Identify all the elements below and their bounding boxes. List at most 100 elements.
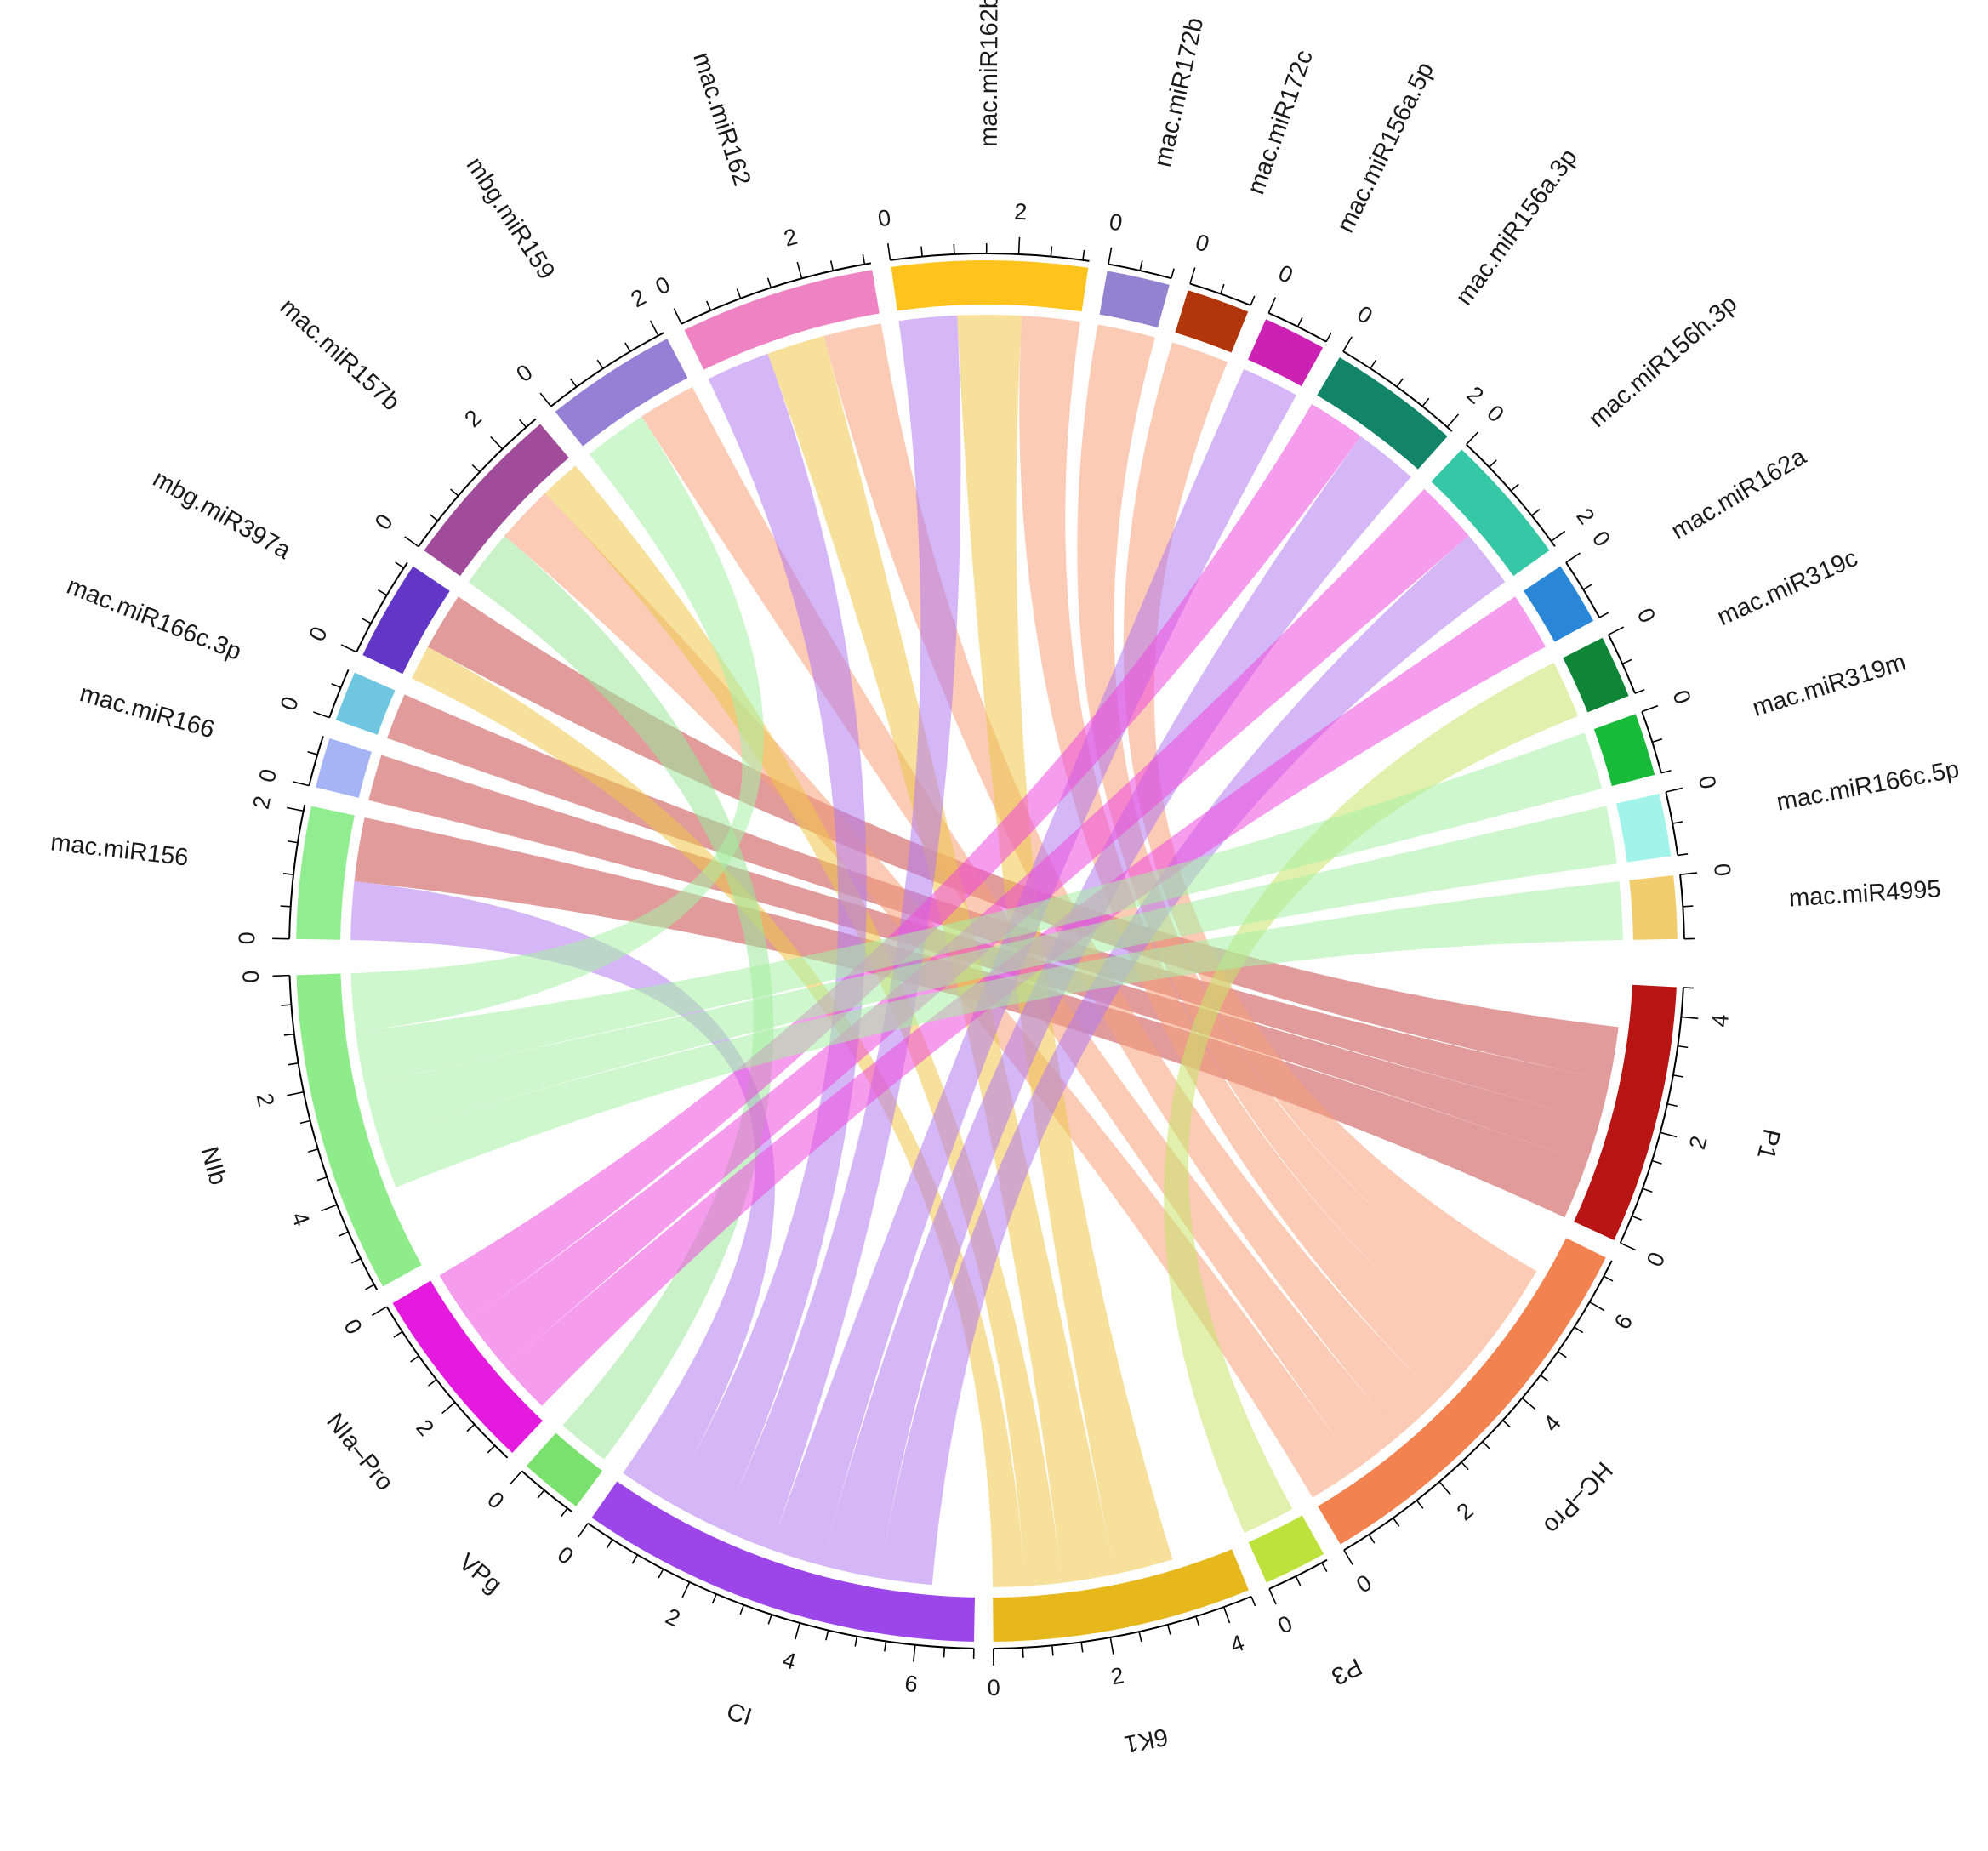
tick-ci xyxy=(884,1641,887,1652)
ribbon-mac-mir166c-3p-to-p1 xyxy=(387,694,1610,1122)
tick-hc-pro xyxy=(1416,1500,1424,1509)
sector-mac-mir157b[interactable] xyxy=(424,424,569,577)
tick-hc-pro xyxy=(1461,1461,1469,1471)
tick-mbg-mir397a xyxy=(395,561,405,569)
axis-mbg-mir397a xyxy=(356,561,408,652)
tick-nia-pro xyxy=(466,1423,476,1432)
sector-nia-pro[interactable] xyxy=(392,1280,543,1454)
axis-mac-mir156a-3p xyxy=(1342,350,1453,432)
tick-p1 xyxy=(1660,1131,1678,1138)
sector-mac-mir172b[interactable] xyxy=(1099,271,1170,328)
sector-mac-mir156a-5p[interactable] xyxy=(1248,319,1324,387)
tick-nib xyxy=(283,1033,294,1036)
tick-mac-mir156h-3p xyxy=(1510,483,1519,492)
tick-p1 xyxy=(1620,1242,1637,1251)
tick-nia-pro xyxy=(487,1444,496,1454)
tick-mbg-mir159 xyxy=(649,320,659,336)
tick-label-nia-pro: 0 xyxy=(339,1315,367,1339)
sector-mac-mir166c-5p[interactable] xyxy=(1615,793,1672,863)
tick-mac-mir156a-5p xyxy=(1267,297,1277,314)
sector-nib[interactable] xyxy=(296,973,422,1287)
tick-label-6k1: 0 xyxy=(988,1675,1000,1700)
tick-nib xyxy=(299,1119,310,1125)
tick-label-mac-mir156a-3p: 2 xyxy=(1462,381,1489,408)
sector-p1[interactable] xyxy=(1574,984,1677,1240)
tick-ci xyxy=(606,1539,613,1549)
ribbon-mac-mir156a-5p-to-ci xyxy=(770,368,1297,1566)
tick-label-p1: 2 xyxy=(1684,1133,1712,1152)
sector-mac-mir162b[interactable] xyxy=(891,260,1089,312)
sector-mac-mir172c[interactable] xyxy=(1175,290,1249,353)
axis-mac-mir156h-3p xyxy=(1466,443,1556,547)
tick-mac-mir162b xyxy=(1082,249,1085,260)
tick-ci xyxy=(794,1622,800,1640)
tick-label-mbg-mir159: 2 xyxy=(627,284,650,313)
sector-label-mac-mir162b: mac.miR162b xyxy=(976,0,1004,147)
sector-hc-pro[interactable] xyxy=(1318,1238,1606,1545)
sector-ci[interactable] xyxy=(591,1481,975,1642)
sector-label-mac-mir319c: mac.miR319c xyxy=(1713,544,1862,631)
tick-nib xyxy=(321,1204,338,1212)
tick-vpg xyxy=(537,1489,545,1499)
sector-6k1[interactable] xyxy=(993,1549,1249,1642)
axis-mac-mir162 xyxy=(681,262,872,325)
tick-mac-mir166c-5p xyxy=(1672,821,1683,824)
sector-mac-mir319m[interactable] xyxy=(1593,714,1655,787)
tick-label-p1: 0 xyxy=(1642,1248,1671,1270)
tick-mac-mir172b xyxy=(1139,260,1143,271)
sector-mbg-mir397a[interactable] xyxy=(362,566,450,675)
tick-mac-mir156h-3p xyxy=(1531,508,1541,516)
tick-mac-mir166c-5p xyxy=(1666,787,1683,793)
tick-mac-mir156a-3p xyxy=(1370,359,1377,369)
tick-mac-mir4995 xyxy=(1683,905,1694,908)
tick-mac-mir172c xyxy=(1220,283,1225,294)
sector-mbg-mir159[interactable] xyxy=(555,339,688,447)
tick-hc-pro xyxy=(1368,1534,1376,1544)
tick-mac-mir157b xyxy=(404,536,419,548)
ribbon-mac-mir162-to-hc-pro xyxy=(823,323,1439,1436)
tick-mac-mir156a-3p xyxy=(1396,378,1404,388)
sector-mac-mir162[interactable] xyxy=(684,270,880,370)
tick-hc-pro xyxy=(1540,1375,1549,1382)
sector-label-mbg-mir159: mbg.miR159 xyxy=(461,152,561,284)
axis-mac-mir162b xyxy=(890,253,1090,262)
tick-mbg-mir397a xyxy=(340,644,357,653)
tick-hc-pro xyxy=(1521,1398,1536,1410)
sector-mac-mir166c-3p[interactable] xyxy=(335,672,396,735)
sector-mac-mir156h-3p[interactable] xyxy=(1431,449,1550,577)
ribbon-mac-mir4995-to-nib xyxy=(378,881,1623,1187)
tick-mac-mir156a-3p xyxy=(1421,397,1430,407)
ribbon-mac-mir166c-5p-to-nib xyxy=(364,806,1617,1137)
tick-mac-mir162 xyxy=(736,288,742,299)
sector-p3[interactable] xyxy=(1248,1515,1324,1583)
tick-p1 xyxy=(1672,1074,1683,1078)
sector-vpg[interactable] xyxy=(526,1432,603,1506)
tick-6k1 xyxy=(1109,1637,1114,1655)
tick-mac-mir156 xyxy=(287,840,299,844)
tick-nia-pro xyxy=(441,1401,456,1415)
sector-mac-mir4995[interactable] xyxy=(1629,875,1678,940)
tick-p3 xyxy=(1295,1575,1302,1586)
tick-label-nia-pro: 2 xyxy=(411,1415,439,1441)
sector-mac-mir162a[interactable] xyxy=(1524,566,1594,642)
tick-6k1 xyxy=(1222,1606,1231,1624)
tick-label-mac-mir166: 0 xyxy=(254,766,282,785)
sector-label-mac-mir166: mac.miR166 xyxy=(77,680,217,743)
sector-label-6k1: 6K1 xyxy=(1122,1723,1171,1758)
sector-mac-mir166[interactable] xyxy=(316,738,372,798)
ribbon-mac-mir172b-to-hc-pro xyxy=(1077,324,1508,1359)
sector-mac-mir156[interactable] xyxy=(296,806,355,940)
tick-mac-mir166c-3p xyxy=(313,711,330,719)
tick-mbg-mir159 xyxy=(570,378,578,388)
sector-label-mac-mir157b: mac.miR157b xyxy=(275,293,405,417)
tick-mbg-mir159 xyxy=(539,392,552,407)
tick-mac-mir162 xyxy=(766,277,772,288)
tick-ci xyxy=(739,1604,745,1615)
sector-mac-mir156a-3p[interactable] xyxy=(1317,356,1448,470)
tick-6k1 xyxy=(1195,1616,1200,1626)
sector-mac-mir319c[interactable] xyxy=(1563,637,1629,713)
tick-ci xyxy=(767,1614,772,1625)
tick-label-mac-mir162a: 0 xyxy=(1587,527,1615,551)
tick-mac-mir319c xyxy=(1621,658,1632,665)
